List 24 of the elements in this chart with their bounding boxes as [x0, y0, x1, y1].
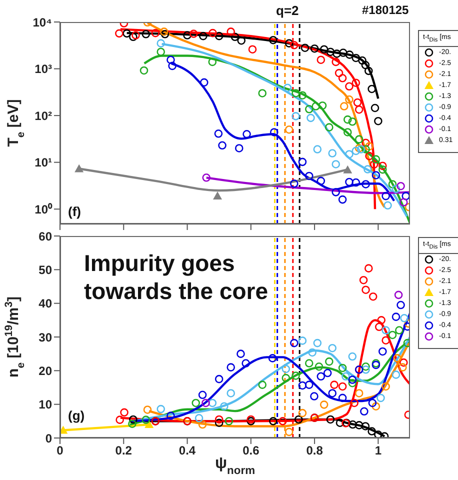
- x-tick-label: 0.6: [242, 444, 260, 458]
- annotation: Impurity goes towards the core: [84, 250, 270, 306]
- text: q=2: [276, 3, 299, 19]
- y-tick-label: 60: [38, 229, 52, 244]
- x-tick-label: 0: [56, 444, 64, 458]
- y-tick-label: 10: [38, 398, 52, 412]
- x-axis-title: ψ$_{norm}$: [214, 455, 256, 477]
- y-tick-label: 50: [38, 262, 52, 277]
- y-tick-label: 10¹: [34, 156, 52, 170]
- y-tick-label: 10⁰: [34, 202, 53, 216]
- y-tick-label: 0: [45, 431, 52, 446]
- y-tick-label: 40: [38, 296, 52, 311]
- annotation: (g): [68, 408, 85, 424]
- y-tick-label: 10⁴: [32, 15, 52, 30]
- y-tick-label: 30: [38, 330, 52, 344]
- annotation: (f): [68, 204, 81, 220]
- x-tick-label: 0.2: [115, 444, 132, 458]
- y-tick-label: 10³: [34, 62, 52, 76]
- y-tick-label: 20: [38, 364, 52, 378]
- x-tick-label: 0.4: [178, 444, 196, 458]
- text: #180125: [362, 3, 409, 18]
- x-tick-label: 0.8: [306, 444, 324, 458]
- y-tick-label: 10²: [34, 108, 52, 123]
- x-tick-label: 1: [374, 444, 382, 458]
